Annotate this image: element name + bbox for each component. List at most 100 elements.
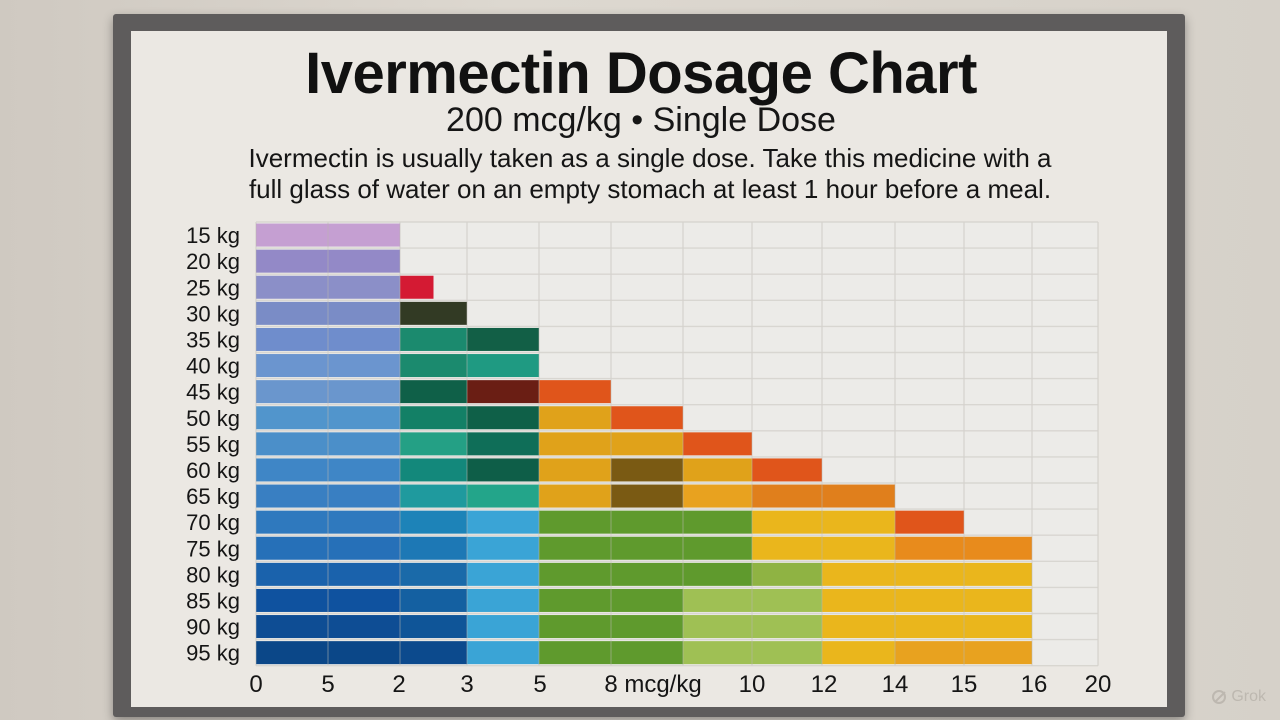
y-label-15: 85 kg [186,588,240,613]
bar-segment-5-2 [328,327,400,351]
bar-segment-14-9 [822,562,895,586]
bar-segment-10-8 [752,458,822,482]
description-line-2: full glass of water on an empty stomach … [248,174,1052,204]
bar-segment-16-8 [752,615,822,639]
x-tick-label-5: 5 [533,671,546,698]
y-label-14: 80 kg [186,562,240,587]
y-label-1: 15 kg [186,223,240,248]
bar-segment-15-6 [611,588,683,612]
chart-title: Ivermectin Dosage Chart [305,41,977,106]
bar-segment-14-7 [683,562,752,586]
bar-segment-16-9 [822,615,895,639]
bar-segment-13-10 [895,536,964,560]
x-tick-label-2: 5 [321,671,334,698]
bar-segment-17-10 [895,641,964,665]
bar-segment-14-3 [400,562,467,586]
bar-segment-10-5 [539,458,611,482]
bar-segment-14-8 [752,562,822,586]
bar-segment-17-3 [400,641,467,665]
bar-segment-10-4 [467,458,539,482]
y-label-12: 70 kg [186,510,240,535]
bar-segment-6-4 [467,354,539,378]
bar-segment-8-1 [256,406,328,430]
bar-segment-10-1 [256,458,328,482]
bar-segment-16-1 [256,615,328,639]
bar-segment-17-7 [683,641,752,665]
x-tick-label-1: 0 [249,671,262,698]
bar-segment-8-5 [539,406,611,430]
bar-segment-17-9 [822,641,895,665]
bar-segment-1-2 [328,223,400,247]
bar-segment-11-8 [752,484,822,508]
bar-segment-10-7 [683,458,752,482]
bar-segment-5-4 [467,327,539,351]
bar-segment-11-4 [467,484,539,508]
bar-segment-2-2 [328,249,400,273]
bar-segment-10-6 [611,458,683,482]
description-line-1: Ivermectin is usually taken as a single … [248,143,1052,173]
bar-segment-3-2 [328,275,400,299]
bar-segment-9-6 [611,432,683,456]
bar-segment-8-6 [611,406,683,430]
y-label-16: 90 kg [186,615,240,640]
x-tick-label-3: 2 [392,671,405,698]
x-tick-label-4: 3 [460,671,473,698]
y-label-2: 20 kg [186,249,240,274]
bar-segment-14-6 [611,562,683,586]
bar-segment-11-2 [328,484,400,508]
y-label-6: 40 kg [186,354,240,379]
bar-segment-15-3 [400,588,467,612]
bar-segment-15-7 [683,588,752,612]
bar-segment-13-11 [964,536,1032,560]
bar-segment-3-3 [400,275,434,299]
bar-segment-15-2 [328,588,400,612]
bar-segment-13-5 [539,536,611,560]
bar-segment-13-9 [822,536,895,560]
bar-segment-8-2 [328,406,400,430]
bar-segment-12-9 [822,510,895,534]
bar-segment-1-1 [256,223,328,247]
chart-description: Ivermectin is usually taken as a single … [200,143,1100,205]
bar-segment-15-5 [539,588,611,612]
bar-segment-17-2 [328,641,400,665]
bar-segment-13-3 [400,536,467,560]
bar-segment-10-2 [328,458,400,482]
bar-segment-13-2 [328,536,400,560]
bar-segment-17-8 [752,641,822,665]
bar-segment-17-1 [256,641,328,665]
bar-segment-4-3 [400,301,467,325]
bar-segment-8-4 [467,406,539,430]
bar-segment-17-5 [539,641,611,665]
bar-segment-7-1 [256,380,328,404]
bar-segment-9-5 [539,432,611,456]
bar-segment-13-8 [752,536,822,560]
bar-segment-15-10 [895,588,964,612]
bar-segment-16-2 [328,615,400,639]
bar-segment-14-11 [964,562,1032,586]
y-label-3: 25 kg [186,275,240,300]
bar-segment-13-7 [683,536,752,560]
bar-segment-15-1 [256,588,328,612]
bar-segment-7-5 [539,380,611,404]
bar-segment-12-1 [256,510,328,534]
bar-segment-17-4 [467,641,539,665]
bar-segment-16-4 [467,615,539,639]
y-label-10: 60 kg [186,458,240,483]
bar-segment-14-1 [256,562,328,586]
bar-segment-12-4 [467,510,539,534]
watermark: Grok [1212,688,1266,706]
bar-segment-12-10 [895,510,964,534]
bar-segment-11-7 [683,484,752,508]
bar-segment-9-7 [683,432,752,456]
x-tick-label-10: 15 [951,671,978,698]
grok-logo-icon [1212,690,1227,704]
bar-segment-14-10 [895,562,964,586]
bar-segment-16-7 [683,615,752,639]
bar-segment-15-4 [467,588,539,612]
bar-segment-13-6 [611,536,683,560]
bar-segment-12-3 [400,510,467,534]
y-label-7: 45 kg [186,380,240,405]
bar-segment-9-1 [256,432,328,456]
x-tick-label-8: 12 [811,671,838,698]
